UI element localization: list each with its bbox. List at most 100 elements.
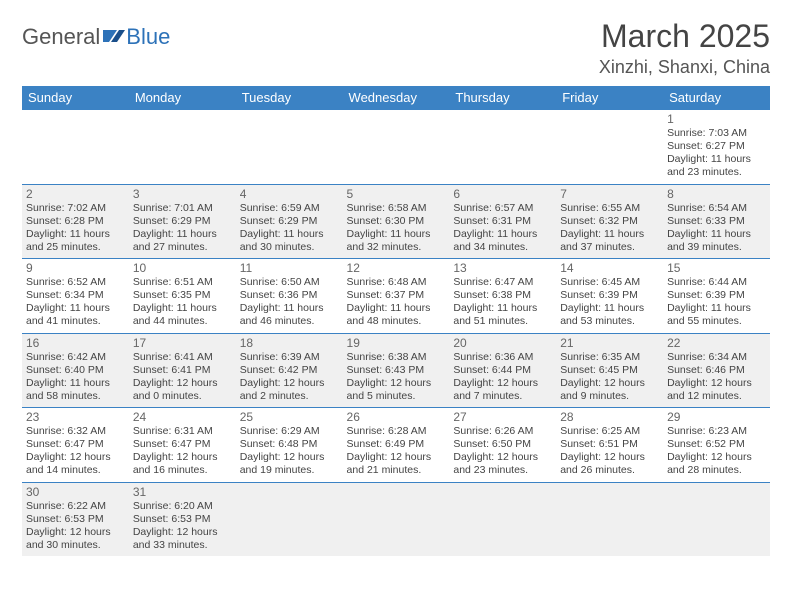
sunset-text: Sunset: 6:37 PM — [347, 289, 446, 302]
sunrise-text: Sunrise: 6:22 AM — [26, 500, 125, 513]
sunset-text: Sunset: 6:40 PM — [26, 364, 125, 377]
daylight-text: Daylight: 11 hours — [667, 153, 766, 166]
daylight-text: and 32 minutes. — [347, 241, 446, 254]
day-number: 18 — [240, 336, 339, 350]
daylight-text: and 28 minutes. — [667, 464, 766, 477]
calendar-day-cell: 16Sunrise: 6:42 AMSunset: 6:40 PMDayligh… — [22, 333, 129, 408]
calendar-day-cell: 23Sunrise: 6:32 AMSunset: 6:47 PMDayligh… — [22, 408, 129, 483]
calendar-day-cell: 11Sunrise: 6:50 AMSunset: 6:36 PMDayligh… — [236, 259, 343, 334]
calendar-day-cell: 4Sunrise: 6:59 AMSunset: 6:29 PMDaylight… — [236, 184, 343, 259]
daylight-text: and 41 minutes. — [26, 315, 125, 328]
weekday-header-row: Sunday Monday Tuesday Wednesday Thursday… — [22, 86, 770, 110]
daylight-text: Daylight: 11 hours — [240, 302, 339, 315]
sunset-text: Sunset: 6:36 PM — [240, 289, 339, 302]
daylight-text: Daylight: 12 hours — [133, 377, 232, 390]
calendar-day-cell: 27Sunrise: 6:26 AMSunset: 6:50 PMDayligh… — [449, 408, 556, 483]
daylight-text: and 39 minutes. — [667, 241, 766, 254]
sunrise-text: Sunrise: 6:20 AM — [133, 500, 232, 513]
calendar-day-cell: 17Sunrise: 6:41 AMSunset: 6:41 PMDayligh… — [129, 333, 236, 408]
calendar-day-cell — [556, 482, 663, 556]
sunset-text: Sunset: 6:43 PM — [347, 364, 446, 377]
day-number: 12 — [347, 261, 446, 275]
weekday-header: Monday — [129, 86, 236, 110]
sunrise-text: Sunrise: 7:01 AM — [133, 202, 232, 215]
day-number: 1 — [667, 112, 766, 126]
sunset-text: Sunset: 6:29 PM — [240, 215, 339, 228]
sunrise-text: Sunrise: 6:26 AM — [453, 425, 552, 438]
sunrise-text: Sunrise: 6:57 AM — [453, 202, 552, 215]
day-number: 13 — [453, 261, 552, 275]
sunrise-text: Sunrise: 6:52 AM — [26, 276, 125, 289]
sunset-text: Sunset: 6:47 PM — [133, 438, 232, 451]
day-number: 30 — [26, 485, 125, 499]
daylight-text: and 23 minutes. — [453, 464, 552, 477]
sunset-text: Sunset: 6:39 PM — [667, 289, 766, 302]
daylight-text: and 2 minutes. — [240, 390, 339, 403]
day-number: 8 — [667, 187, 766, 201]
day-number: 9 — [26, 261, 125, 275]
location: Xinzhi, Shanxi, China — [599, 57, 770, 78]
daylight-text: Daylight: 11 hours — [560, 228, 659, 241]
sunset-text: Sunset: 6:27 PM — [667, 140, 766, 153]
daylight-text: Daylight: 12 hours — [453, 451, 552, 464]
day-number: 22 — [667, 336, 766, 350]
daylight-text: and 53 minutes. — [560, 315, 659, 328]
sunset-text: Sunset: 6:47 PM — [26, 438, 125, 451]
calendar-day-cell: 1Sunrise: 7:03 AMSunset: 6:27 PMDaylight… — [663, 110, 770, 185]
day-number: 16 — [26, 336, 125, 350]
daylight-text: Daylight: 12 hours — [560, 451, 659, 464]
calendar-week-row: 23Sunrise: 6:32 AMSunset: 6:47 PMDayligh… — [22, 408, 770, 483]
day-number: 26 — [347, 410, 446, 424]
daylight-text: and 33 minutes. — [133, 539, 232, 552]
logo-text-blue: Blue — [126, 24, 170, 50]
daylight-text: and 7 minutes. — [453, 390, 552, 403]
calendar-week-row: 30Sunrise: 6:22 AMSunset: 6:53 PM Dayligh… — [22, 482, 770, 556]
weekday-header: Thursday — [449, 86, 556, 110]
sunrise-text: Sunrise: 6:50 AM — [240, 276, 339, 289]
calendar-day-cell: 5Sunrise: 6:58 AMSunset: 6:30 PMDaylight… — [343, 184, 450, 259]
daylight-text: and 48 minutes. — [347, 315, 446, 328]
sunrise-text: Sunrise: 6:58 AM — [347, 202, 446, 215]
calendar-day-cell: 7Sunrise: 6:55 AMSunset: 6:32 PMDaylight… — [556, 184, 663, 259]
sunrise-text: Sunrise: 6:41 AM — [133, 351, 232, 364]
calendar-day-cell: 18Sunrise: 6:39 AMSunset: 6:42 PMDayligh… — [236, 333, 343, 408]
calendar-day-cell: 6Sunrise: 6:57 AMSunset: 6:31 PMDaylight… — [449, 184, 556, 259]
daylight-text: and 26 minutes. — [560, 464, 659, 477]
calendar-day-cell — [343, 110, 450, 185]
calendar-day-cell: 21Sunrise: 6:35 AMSunset: 6:45 PMDayligh… — [556, 333, 663, 408]
daylight-text: and 12 minutes. — [667, 390, 766, 403]
daylight-text: and 46 minutes. — [240, 315, 339, 328]
daylight-text: and 51 minutes. — [453, 315, 552, 328]
sunset-text: Sunset: 6:52 PM — [667, 438, 766, 451]
daylight-text: Daylight: 11 hours — [453, 302, 552, 315]
day-number: 24 — [133, 410, 232, 424]
sunset-text: Sunset: 6:44 PM — [453, 364, 552, 377]
daylight-text: Daylight: 12 hours — [133, 526, 232, 539]
sunset-text: Sunset: 6:38 PM — [453, 289, 552, 302]
daylight-text: Daylight: 11 hours — [560, 302, 659, 315]
logo: GeneralBlue — [22, 24, 170, 50]
sunrise-text: Sunrise: 7:02 AM — [26, 202, 125, 215]
header: GeneralBlue March 2025 Xinzhi, Shanxi, C… — [22, 18, 770, 78]
daylight-text: and 30 minutes. — [240, 241, 339, 254]
daylight-text: Daylight: 12 hours — [347, 377, 446, 390]
weekday-header: Saturday — [663, 86, 770, 110]
sunset-text: Sunset: 6:53 PM — [26, 513, 125, 526]
sunset-text: Sunset: 6:30 PM — [347, 215, 446, 228]
day-number: 20 — [453, 336, 552, 350]
weekday-header: Wednesday — [343, 86, 450, 110]
sunrise-text: Sunrise: 6:45 AM — [560, 276, 659, 289]
calendar-day-cell — [343, 482, 450, 556]
day-number: 15 — [667, 261, 766, 275]
daylight-text: Daylight: 11 hours — [667, 228, 766, 241]
calendar-day-cell: 22Sunrise: 6:34 AMSunset: 6:46 PMDayligh… — [663, 333, 770, 408]
weekday-header: Friday — [556, 86, 663, 110]
day-number: 31 — [133, 485, 232, 499]
daylight-text: and 21 minutes. — [347, 464, 446, 477]
daylight-text: Daylight: 11 hours — [453, 228, 552, 241]
daylight-text: and 5 minutes. — [347, 390, 446, 403]
sunrise-text: Sunrise: 6:32 AM — [26, 425, 125, 438]
calendar-day-cell: 28Sunrise: 6:25 AMSunset: 6:51 PMDayligh… — [556, 408, 663, 483]
sunset-text: Sunset: 6:41 PM — [133, 364, 232, 377]
day-number: 23 — [26, 410, 125, 424]
